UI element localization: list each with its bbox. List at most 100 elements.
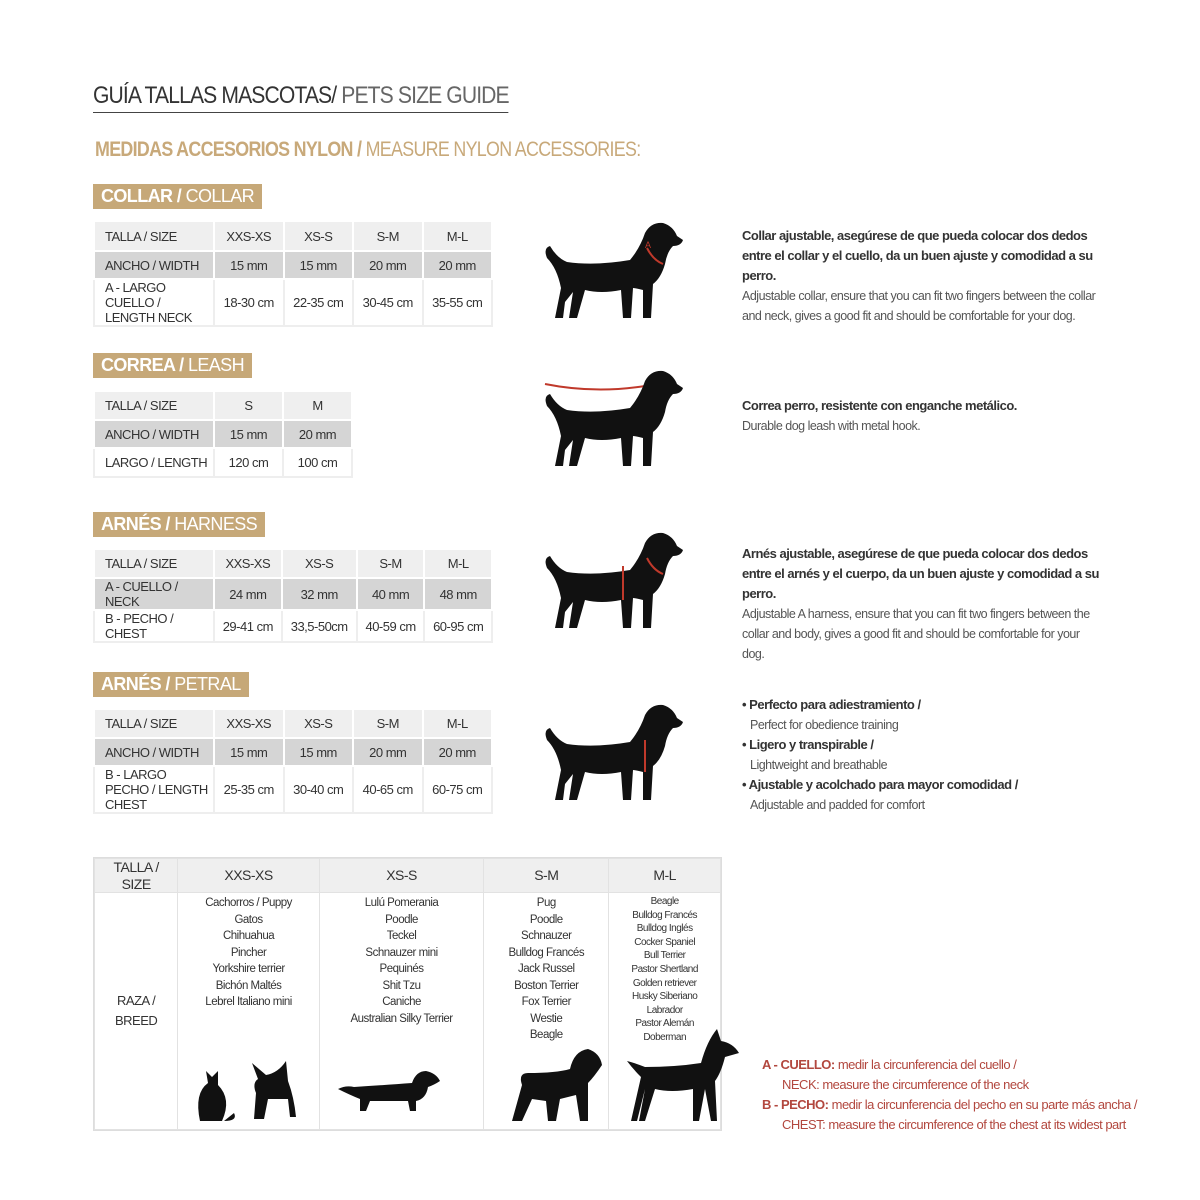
table-row: ANCHO / WIDTH 15 mm 20 mm: [93, 419, 353, 449]
dachshund-icon: [337, 1071, 440, 1111]
harness-description: Arnés ajustable, asegúrese de que pueda …: [742, 546, 1099, 661]
collar-badge: COLLAR / COLLAR: [93, 184, 263, 209]
table-cell: 15 mm: [213, 250, 285, 280]
table-cell: 35-55 cm: [421, 278, 493, 327]
table-cell: 24 mm: [213, 577, 283, 611]
leash-badge: CORREA / LEASH: [93, 353, 252, 378]
table-cell: XXS-XS: [177, 858, 320, 893]
table-cell: TALLA / SIZE: [93, 390, 215, 421]
table-cell: ANCHO / WIDTH: [93, 737, 215, 767]
table-cell: S: [213, 390, 284, 421]
table-cell: 120 cm: [213, 447, 284, 478]
table-cell: 25-35 cm: [213, 765, 285, 814]
svg-text:A: A: [645, 240, 651, 250]
dog-harness-illustration: [545, 532, 683, 628]
table-cell: 40-65 cm: [352, 765, 424, 814]
table-cell: A - LARGO CUELLO / LENGTH NECK: [93, 278, 215, 327]
table-row: B - LARGO PECHO / LENGTH CHEST 25-35 cm 30…: [93, 765, 493, 814]
table-cell: XS-S: [282, 220, 354, 252]
table-row: ANCHO / WIDTH 15 mm 15 mm 20 mm 20 mm: [93, 250, 493, 280]
table-cell: 20 mm: [421, 250, 493, 280]
table-cell: XXS-XS: [213, 708, 285, 739]
dog-petral-illustration: [545, 704, 683, 800]
table-cell: B - PECHO / CHEST: [93, 609, 215, 643]
table-cell: ANCHO / WIDTH: [93, 250, 215, 280]
schnauzer-icon: [512, 1049, 603, 1121]
table-cell: 15 mm: [282, 737, 354, 767]
table-cell: 20 mm: [282, 419, 353, 449]
breeds-xxs-xs: Cachorros / Puppy Gatos Chihuahua Pinche…: [177, 892, 320, 1130]
table-cell: M: [282, 390, 353, 421]
table-cell: A - CUELLO / NECK: [93, 577, 215, 611]
table-row: TALLA / SIZE XXS-XS XS-S S-M M-L: [93, 220, 493, 252]
table-row: TALLA / SIZE S M: [93, 390, 353, 421]
table-cell: RAZA / BREED: [93, 892, 179, 1130]
harness-table: TALLA / SIZE XXS-XS XS-S S-M M-L A - CUELLO …: [93, 548, 493, 643]
table-cell: TALLA / SIZE: [93, 220, 215, 252]
collar-table: TALLA / SIZE XXS-XS XS-S S-M M-L ANCHO / WID…: [93, 220, 493, 327]
table-cell: 60-75 cm: [421, 765, 493, 814]
table-cell: M-L: [421, 708, 493, 739]
table-cell: 32 mm: [280, 577, 358, 611]
table-cell: LARGO / LENGTH: [93, 447, 215, 478]
table-row: TALLA / SIZE XXS-XS XS-S S-M M-L: [93, 548, 493, 579]
page-title: GUÍA TALLAS MASCOTAS/ PETS SIZE GUIDE: [93, 82, 510, 113]
section-subtitle: MEDIDAS ACCESORIOS NYLON / MEASURE NYLON…: [95, 138, 641, 161]
table-cell: 20 mm: [352, 250, 424, 280]
breeds-m-l: Beagle Bulldog Francés Bulldog Inglés Co…: [608, 892, 740, 1130]
table-cell: 15 mm: [213, 419, 284, 449]
table-cell: B - LARGO PECHO / LENGTH CHEST: [93, 765, 215, 814]
table-cell: 20 mm: [352, 737, 424, 767]
table-cell: S-M: [352, 708, 424, 739]
table-row: A - LARGO CUELLO / LENGTH NECK 18-30 cm 22…: [93, 278, 493, 327]
table-cell: 33,5-50cm: [280, 609, 358, 643]
leash-description: Correa perro, resistente con enganche me…: [742, 398, 1017, 433]
table-row: RAZA / BREED Cachorros / Puppy Gatos Chi…: [93, 892, 740, 1130]
leash-table: TALLA / SIZE S M ANCHO / WIDTH 15 mm 20 mm L…: [93, 390, 353, 478]
table-cell: ANCHO / WIDTH: [93, 419, 215, 449]
table-cell: 48 mm: [423, 577, 493, 611]
petral-badge: ARNÉS / PETRAL: [93, 672, 249, 697]
dog-collar-illustration: A: [545, 222, 683, 318]
table-row: ANCHO / WIDTH 15 mm 15 mm 20 mm 20 mm: [93, 737, 493, 767]
table-cell: XS-S: [318, 858, 485, 893]
table-cell: 30-45 cm: [352, 278, 424, 327]
table-cell: 18-30 cm: [213, 278, 285, 327]
table-cell: M-L: [608, 858, 721, 893]
table-cell: 40 mm: [355, 577, 426, 611]
doberman-icon: [627, 1029, 740, 1121]
table-row: TALLA / SIZE XXS-XS XS-S S-M M-L: [93, 858, 721, 893]
table-cell: 15 mm: [213, 737, 285, 767]
petral-table: TALLA / SIZE XXS-XS XS-S S-M M-L ANCHO / WID…: [93, 708, 493, 814]
table-row: TALLA / SIZE XXS-XS XS-S S-M M-L: [93, 708, 493, 739]
table-cell: 15 mm: [282, 250, 354, 280]
table-cell: 40-59 cm: [355, 609, 426, 643]
table-cell: XXS-XS: [213, 220, 285, 252]
measurement-notes: A - CUELLO: medir la circunferencia del …: [762, 1057, 1137, 1132]
breeds-s-m: Pug Poodle Schnauzer Bulldog Francés Jac…: [483, 892, 610, 1130]
table-cell: TALLA / SIZE: [93, 708, 215, 739]
dog-leash-illustration: [544, 370, 683, 466]
breeds-xs-s: Lulú Pomerania Poodle Teckel Schnauzer m…: [318, 892, 485, 1130]
table-row: A - CUELLO / NECK 24 mm 32 mm 40 mm 48 mm: [93, 577, 493, 611]
harness-badge: ARNÉS / HARNESS: [93, 512, 266, 537]
collar-description: Collar ajustable, asegúrese de que pueda…: [742, 228, 1096, 323]
breed-table: TALLA / SIZE XXS-XS XS-S S-M M-L RAZA / BREE…: [93, 857, 740, 1131]
petral-features: • Perfecto para adiestramiento / Perfect …: [742, 697, 1018, 812]
table-cell: 20 mm: [421, 737, 493, 767]
table-cell: XS-S: [280, 548, 358, 579]
table-cell: XS-S: [282, 708, 354, 739]
table-row: B - PECHO / CHEST 29-41 cm 33,5-50cm 40-59 …: [93, 609, 493, 643]
table-cell: 29-41 cm: [213, 609, 283, 643]
table-cell: M-L: [421, 220, 493, 252]
table-cell: TALLA / SIZE: [93, 548, 215, 579]
table-cell: 30-40 cm: [282, 765, 354, 814]
table-cell: 100 cm: [282, 447, 353, 478]
table-row: LARGO / LENGTH 120 cm 100 cm: [93, 447, 353, 478]
table-cell: S-M: [355, 548, 426, 579]
table-cell: 22-35 cm: [282, 278, 354, 327]
table-cell: S-M: [352, 220, 424, 252]
cat-and-chihuahua-icon: [198, 1061, 297, 1121]
table-cell: M-L: [423, 548, 493, 579]
table-cell: XXS-XS: [213, 548, 283, 579]
